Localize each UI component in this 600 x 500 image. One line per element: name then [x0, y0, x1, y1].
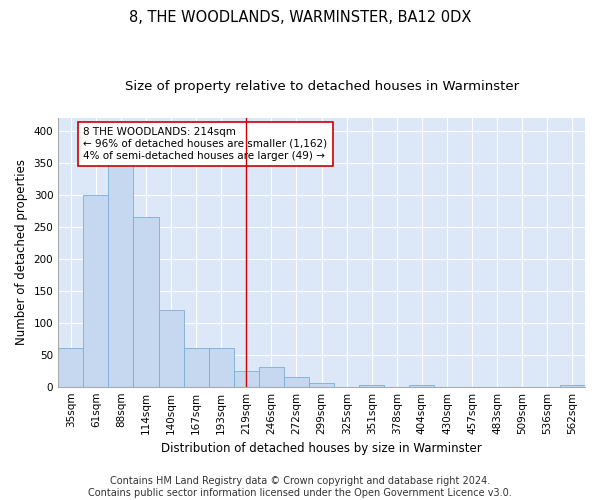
- Bar: [234, 370, 259, 386]
- Bar: [58, 348, 83, 387]
- Bar: [133, 217, 158, 386]
- X-axis label: Distribution of detached houses by size in Warminster: Distribution of detached houses by size …: [161, 442, 482, 455]
- Bar: [284, 377, 309, 386]
- Bar: [83, 194, 109, 386]
- Title: Size of property relative to detached houses in Warminster: Size of property relative to detached ho…: [125, 80, 518, 93]
- Bar: [259, 368, 284, 386]
- Bar: [309, 384, 334, 386]
- Bar: [209, 348, 234, 387]
- Text: 8, THE WOODLANDS, WARMINSTER, BA12 0DX: 8, THE WOODLANDS, WARMINSTER, BA12 0DX: [129, 10, 471, 25]
- Bar: [109, 150, 133, 386]
- Text: 8 THE WOODLANDS: 214sqm
← 96% of detached houses are smaller (1,162)
4% of semi-: 8 THE WOODLANDS: 214sqm ← 96% of detache…: [83, 128, 328, 160]
- Y-axis label: Number of detached properties: Number of detached properties: [15, 159, 28, 345]
- Bar: [158, 310, 184, 386]
- Bar: [184, 348, 209, 387]
- Text: Contains HM Land Registry data © Crown copyright and database right 2024.
Contai: Contains HM Land Registry data © Crown c…: [88, 476, 512, 498]
